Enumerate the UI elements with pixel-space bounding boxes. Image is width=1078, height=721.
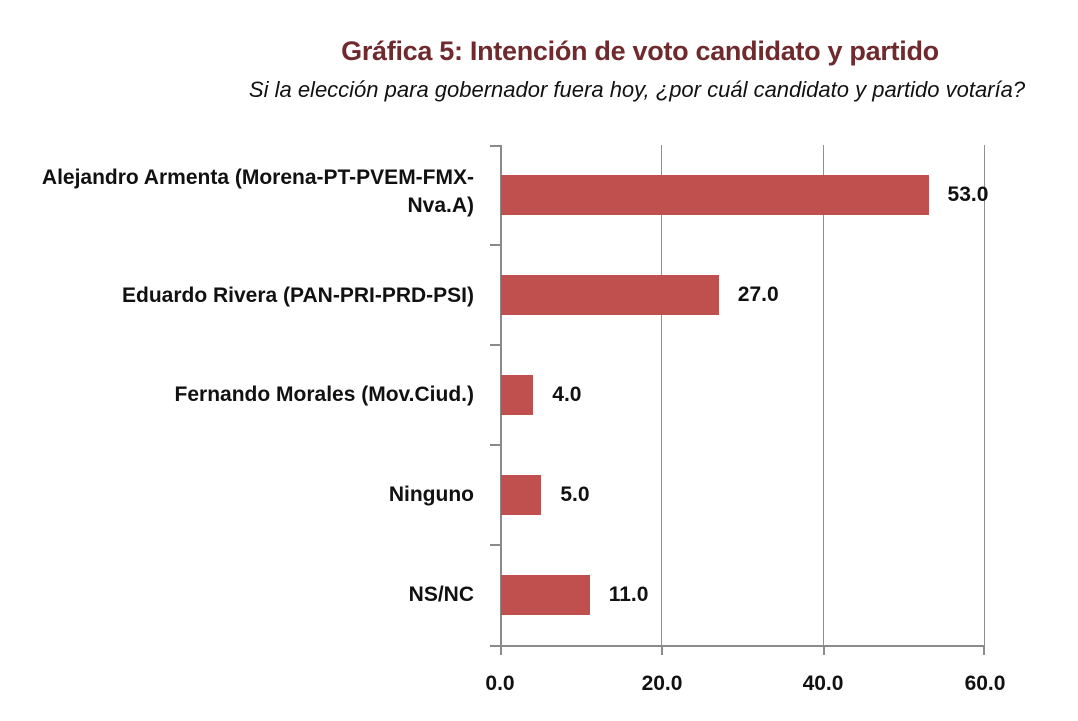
y-tick xyxy=(490,544,500,546)
bar xyxy=(501,475,542,515)
x-axis xyxy=(490,645,985,647)
value-label: 5.0 xyxy=(560,483,590,506)
bar xyxy=(501,575,590,615)
x-tick xyxy=(983,646,985,655)
x-tick-label: 0.0 xyxy=(485,672,515,695)
gridline-40 xyxy=(823,145,824,645)
x-tick xyxy=(500,646,502,655)
bar xyxy=(501,275,719,315)
value-label: 27.0 xyxy=(737,283,779,306)
category-label: Alejandro Armenta (Morena-PT-PVEM-FMX-Nv… xyxy=(41,166,474,217)
x-tick-label: 60.0 xyxy=(964,672,1006,695)
y-tick xyxy=(490,344,500,346)
chart-subtitle: Si la elección para gobernador fuera hoy… xyxy=(248,77,1026,102)
x-tick-label: 40.0 xyxy=(802,672,844,695)
value-label: 11.0 xyxy=(608,583,649,606)
bar xyxy=(501,375,534,415)
category-label: Ninguno xyxy=(388,483,474,506)
category-label: Eduardo Rivera (PAN-PRI-PRD-PSI) xyxy=(122,284,474,307)
value-label: 4.0 xyxy=(552,383,582,406)
y-tick xyxy=(490,244,500,246)
bar xyxy=(501,175,929,215)
gridline-20 xyxy=(661,145,662,645)
value-label: 53.0 xyxy=(947,183,989,206)
plot-area: 53.0 27.0 4.0 5.0 11.0 xyxy=(490,145,988,655)
category-label: Fernando Morales (Mov.Ciud.) xyxy=(174,383,474,406)
chart-title: Gráfica 5: Intención de voto candidato y… xyxy=(341,36,939,66)
y-tick xyxy=(490,145,500,147)
x-tick xyxy=(661,646,663,655)
gridline-60 xyxy=(984,145,985,645)
x-tick-label: 20.0 xyxy=(641,672,683,695)
category-label: NS/NC xyxy=(408,583,474,606)
y-tick xyxy=(490,444,500,446)
x-tick xyxy=(823,646,825,655)
